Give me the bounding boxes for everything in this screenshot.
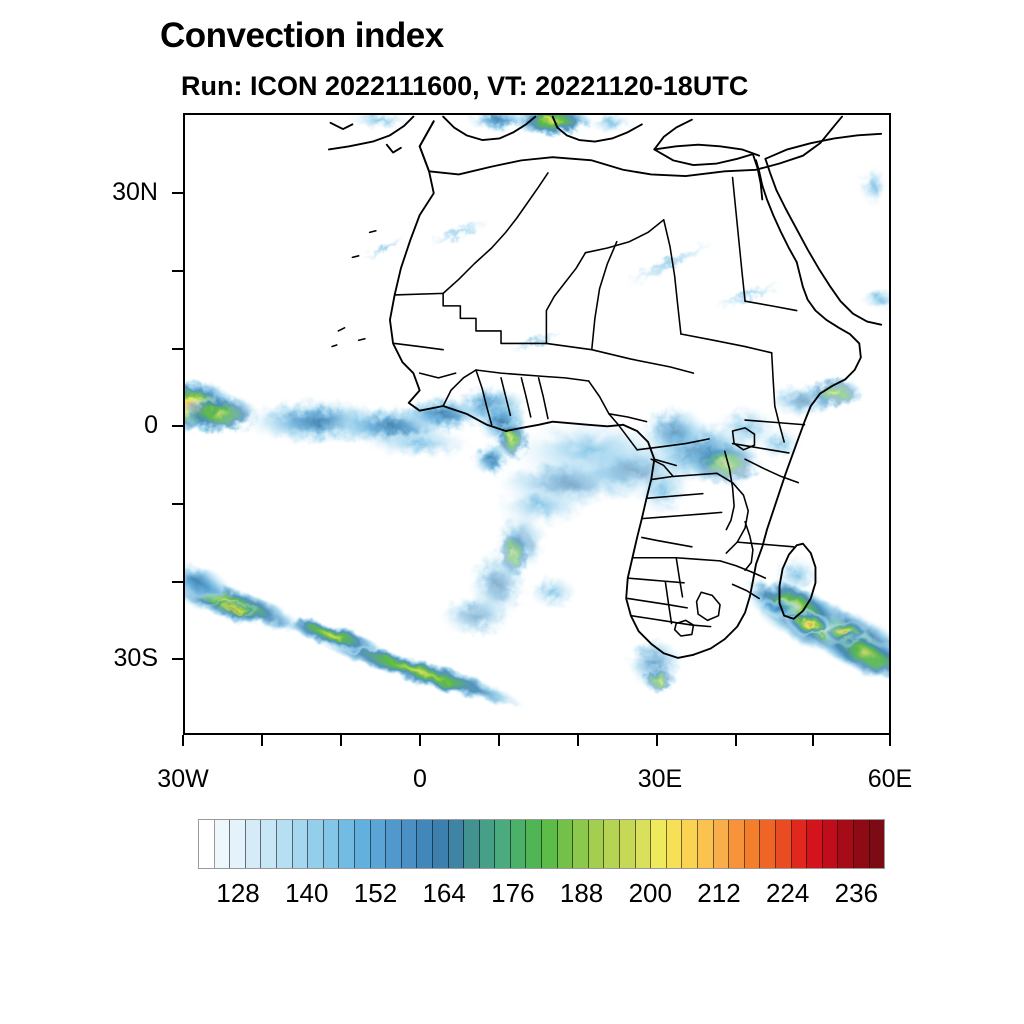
colorbar-cell-6 [292, 820, 309, 868]
colorbar-tick-212: 212 [697, 878, 741, 908]
field-sahara-filaments [360, 217, 786, 353]
colorbar-cell-16 [448, 820, 465, 868]
colorbar-cell-20 [510, 820, 527, 868]
colorbar-cell-30 [666, 820, 683, 868]
field-arabia-edge [857, 165, 889, 310]
colorbar-cell-33 [713, 820, 730, 868]
chart-subtitle: Run: ICON 2022111600, VT: 20221120-18UTC [181, 71, 749, 101]
field-equatorial-atlantic [185, 379, 261, 435]
coastlines-layer [327, 115, 883, 659]
colorbar-cell-25 [588, 820, 605, 868]
xtick-label-0: 0 [413, 765, 427, 793]
map-plot-area [183, 113, 891, 735]
colorbar-cell-4 [261, 820, 277, 868]
xtick-label-60e: 60E [867, 765, 913, 793]
colorbar-tick-224: 224 [765, 878, 810, 908]
xtick-0 [419, 735, 421, 746]
colorbar-tick-152: 152 [353, 878, 398, 908]
colorbar-tick-188: 188 [559, 878, 604, 908]
ytick-label-0: 0 [144, 411, 158, 439]
colorbar-cell-11 [370, 820, 387, 868]
colorbar-cell-3 [245, 820, 262, 868]
map-canvas [185, 115, 889, 707]
colorbar-cell-39 [807, 820, 823, 868]
colorbar-cell-22 [542, 820, 558, 868]
xtick-20e [577, 735, 579, 746]
colorbar-cell-29 [651, 820, 667, 868]
colorbar-cell-37 [775, 820, 792, 868]
ytick-10n [172, 348, 183, 350]
field-sw-atlantic-front-south [280, 616, 525, 707]
colorbar-cell-8 [323, 820, 340, 868]
colorbar-cell-24 [573, 820, 589, 868]
xtick-20w [261, 735, 263, 746]
xtick-10e [498, 735, 500, 746]
colorbar-cell-43 [869, 820, 885, 868]
field-south-coast [626, 635, 683, 694]
colorbar-cell-42 [853, 820, 870, 868]
field-sw-atlantic-front-north [185, 562, 301, 632]
colorbar-cell-34 [729, 820, 745, 868]
colorbar-cell-23 [557, 820, 574, 868]
colorbar-cell-15 [432, 820, 449, 868]
colorbar-cell-1 [214, 820, 231, 868]
colorbar-cell-0 [199, 820, 215, 868]
colorbar-tick-128: 128 [216, 878, 260, 908]
colorbar-cell-9 [339, 820, 355, 868]
ytick-10s [172, 503, 183, 505]
colorbar-cell-41 [838, 820, 854, 868]
colorbar-cell-38 [791, 820, 808, 868]
xtick-60e [889, 735, 891, 746]
colorbar-tick-236: 236 [834, 878, 879, 908]
convection-field [185, 115, 889, 707]
colorbar-cell-36 [760, 820, 776, 868]
colorbar-cell-31 [682, 820, 698, 868]
ytick-label-30s: 30S [113, 644, 158, 672]
colorbar-tick-labels: 128 140 152 164 176 188 200 212 224 236 [198, 878, 885, 912]
colorbar-cell-19 [495, 820, 511, 868]
colorbar-cell-35 [744, 820, 761, 868]
chart-title: Convection index [160, 16, 444, 55]
colorbar-cell-21 [526, 820, 543, 868]
xtick-30e [656, 735, 658, 746]
field-se-madagascar-front [742, 577, 889, 683]
colorbar-cell-5 [276, 820, 293, 868]
ytick-30s [172, 658, 183, 660]
colorbar-cell-12 [386, 820, 402, 868]
colorbar-cell-32 [698, 820, 714, 868]
ytick-20n [172, 270, 183, 272]
colorbar-cell-13 [401, 820, 418, 868]
xtick-50e [812, 735, 814, 746]
field-somali-coast [756, 377, 864, 461]
colorbar-cell-28 [635, 820, 652, 868]
xtick-30w [182, 735, 184, 746]
colorbar-cell-18 [479, 820, 496, 868]
colorbar-tick-140: 140 [285, 878, 329, 908]
colorbar-tick-164: 164 [422, 878, 466, 908]
ytick-20s [172, 581, 183, 583]
field-angola-namibia [440, 526, 578, 638]
colorbar[interactable] [198, 819, 885, 869]
xtick-label-30w: 30W [157, 765, 209, 793]
field-aegean [347, 115, 635, 137]
colorbar-cell-14 [417, 820, 433, 868]
xtick-40e [735, 735, 737, 746]
xtick-label-30e: 30E [637, 765, 683, 793]
colorbar-cell-2 [230, 820, 246, 868]
colorbar-cell-7 [308, 820, 324, 868]
colorbar-cell-40 [822, 820, 839, 868]
ytick-label-30n: 30N [112, 178, 158, 206]
colorbar-cell-17 [464, 820, 480, 868]
colorbar-cell-26 [604, 820, 621, 868]
xtick-10w [340, 735, 342, 746]
colorbar-cell-27 [620, 820, 636, 868]
colorbar-tick-176: 176 [491, 878, 535, 908]
colorbar-tick-200: 200 [628, 878, 672, 908]
colorbar-cell-10 [354, 820, 371, 868]
ytick-0 [172, 425, 183, 427]
ytick-30n [172, 192, 183, 194]
